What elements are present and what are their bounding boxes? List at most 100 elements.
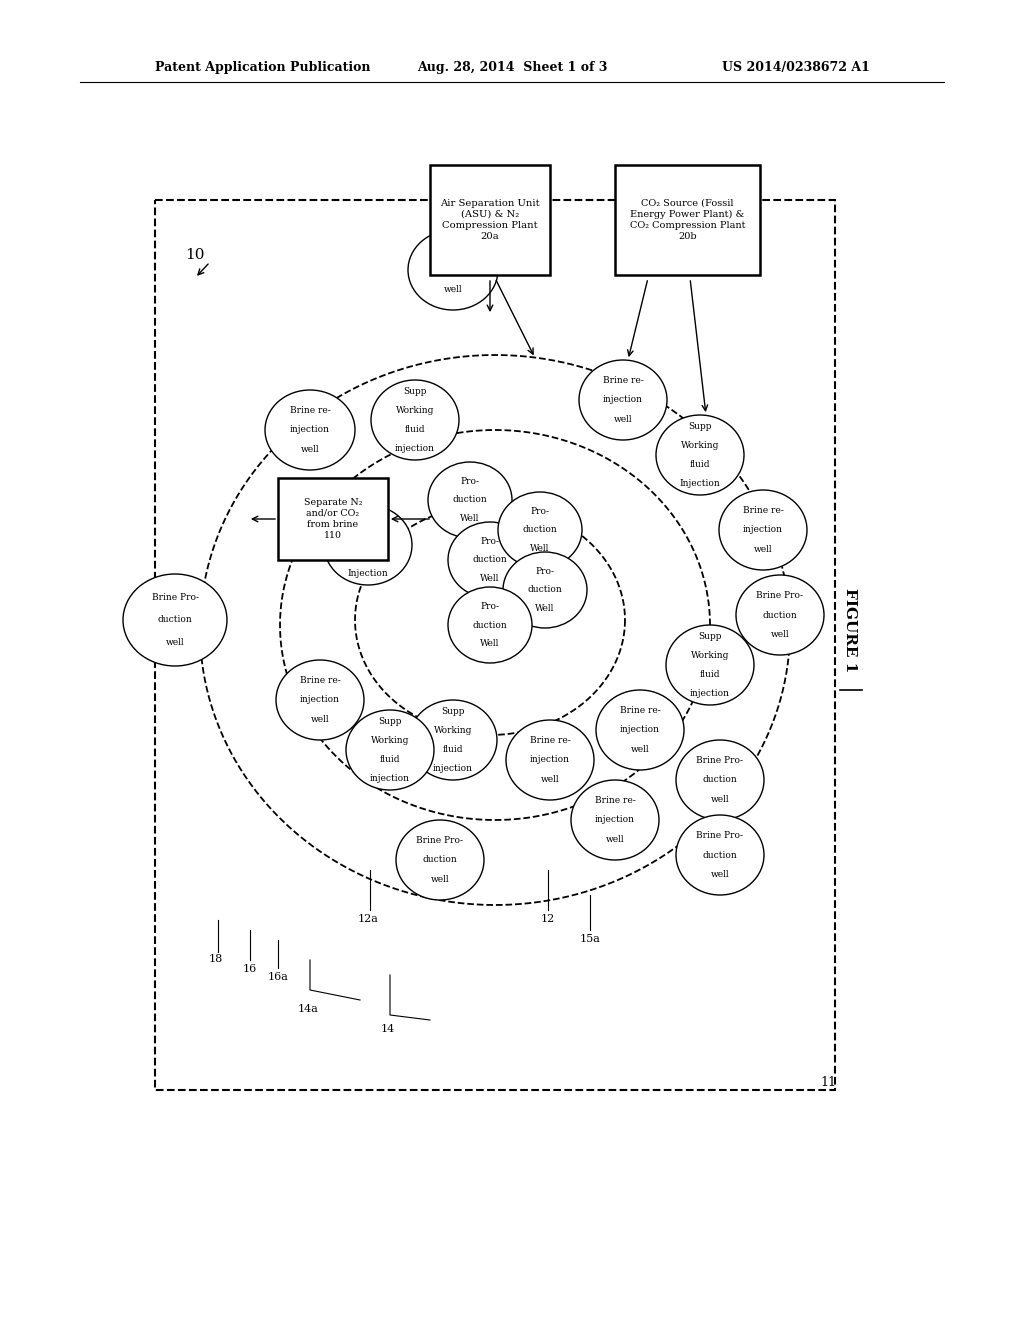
Text: Supp: Supp <box>378 717 401 726</box>
Text: Working: Working <box>691 651 729 660</box>
Text: well: well <box>711 795 729 804</box>
Ellipse shape <box>449 587 532 663</box>
Ellipse shape <box>666 624 754 705</box>
Text: Brine re-: Brine re- <box>290 407 331 416</box>
FancyBboxPatch shape <box>615 165 760 275</box>
Text: Brine re-: Brine re- <box>620 706 660 715</box>
Text: well: well <box>754 545 772 553</box>
Text: 14: 14 <box>381 1024 395 1034</box>
Ellipse shape <box>409 700 497 780</box>
Text: well: well <box>771 630 790 639</box>
Text: Well: Well <box>530 544 550 553</box>
Text: 15a: 15a <box>580 935 600 944</box>
Text: Brine Pro-: Brine Pro- <box>417 837 464 845</box>
Text: duction: duction <box>435 265 470 275</box>
Text: Pro-: Pro- <box>530 507 550 516</box>
FancyBboxPatch shape <box>430 165 550 275</box>
Ellipse shape <box>123 574 227 667</box>
Text: Injection: Injection <box>347 569 388 578</box>
Ellipse shape <box>428 462 512 539</box>
Text: Supp: Supp <box>688 421 712 430</box>
Text: duction: duction <box>453 495 487 504</box>
Text: Brine re-: Brine re- <box>300 676 340 685</box>
Text: injection: injection <box>690 689 730 698</box>
Text: Working: Working <box>371 737 410 744</box>
Text: fluid: fluid <box>442 744 463 754</box>
Text: fluid: fluid <box>699 671 720 678</box>
Text: well: well <box>166 638 184 647</box>
Text: 16a: 16a <box>267 972 289 982</box>
Text: duction: duction <box>702 850 737 859</box>
Text: 16: 16 <box>243 964 257 974</box>
Ellipse shape <box>324 506 412 585</box>
Text: fluid: fluid <box>690 461 711 469</box>
Ellipse shape <box>571 780 659 861</box>
Text: Working: Working <box>349 531 387 540</box>
Text: Well: Well <box>480 574 500 582</box>
Text: duction: duction <box>423 855 458 865</box>
Text: Air Separation Unit
(ASU) & N₂
Compression Plant
20a: Air Separation Unit (ASU) & N₂ Compressi… <box>440 199 540 242</box>
Ellipse shape <box>719 490 807 570</box>
Text: injection: injection <box>603 396 643 404</box>
FancyBboxPatch shape <box>278 478 388 560</box>
Text: Pro-: Pro- <box>536 568 555 577</box>
Text: injection: injection <box>300 696 340 705</box>
Text: Brine re-: Brine re- <box>603 376 643 385</box>
Text: well: well <box>431 875 450 883</box>
Ellipse shape <box>656 414 744 495</box>
Ellipse shape <box>506 719 594 800</box>
Text: Well: Well <box>480 639 500 648</box>
Ellipse shape <box>503 552 587 628</box>
Text: 18: 18 <box>209 954 223 964</box>
Text: Patent Application Publication: Patent Application Publication <box>155 62 371 74</box>
Text: well: well <box>605 834 625 843</box>
Text: injection: injection <box>395 445 435 453</box>
Text: Pro-: Pro- <box>480 602 500 611</box>
Text: duction: duction <box>158 615 193 624</box>
Text: Working: Working <box>434 726 472 735</box>
Text: injection: injection <box>620 726 660 734</box>
Text: Working: Working <box>681 441 719 450</box>
Text: injection: injection <box>290 425 330 434</box>
Ellipse shape <box>396 820 484 900</box>
Text: CO₂ Source (Fossil
Energy Power Plant) &
CO₂ Compression Plant
20b: CO₂ Source (Fossil Energy Power Plant) &… <box>630 199 745 242</box>
Text: 11: 11 <box>820 1076 836 1089</box>
Text: 14a: 14a <box>298 1005 318 1014</box>
Text: injection: injection <box>370 775 410 783</box>
Text: Brine Pro-: Brine Pro- <box>696 832 743 841</box>
Ellipse shape <box>408 230 498 310</box>
Text: fluid: fluid <box>357 550 378 560</box>
Text: Supp: Supp <box>698 632 722 640</box>
Ellipse shape <box>265 389 355 470</box>
Ellipse shape <box>596 690 684 770</box>
Text: US 2014/0238672 A1: US 2014/0238672 A1 <box>722 62 870 74</box>
Ellipse shape <box>579 360 667 440</box>
Text: fluid: fluid <box>404 425 425 434</box>
Text: Brine Pro-: Brine Pro- <box>757 591 804 601</box>
Ellipse shape <box>346 710 434 789</box>
Bar <box>155 201 835 1090</box>
Text: 12: 12 <box>541 913 555 924</box>
Text: injection: injection <box>595 816 635 825</box>
Text: fluid: fluid <box>380 755 400 764</box>
Text: Well: Well <box>536 603 555 612</box>
Ellipse shape <box>676 814 764 895</box>
Text: duction: duction <box>473 620 507 630</box>
Text: well: well <box>310 714 330 723</box>
Text: Aug. 28, 2014  Sheet 1 of 3: Aug. 28, 2014 Sheet 1 of 3 <box>417 62 607 74</box>
Text: FIGURE 1: FIGURE 1 <box>843 587 857 672</box>
Text: Well: Well <box>461 513 479 523</box>
Text: duction: duction <box>522 525 557 535</box>
Text: Brine re-: Brine re- <box>742 507 783 515</box>
Text: well: well <box>541 775 559 784</box>
Text: Brine re-: Brine re- <box>529 737 570 746</box>
Text: Brine Pro-: Brine Pro- <box>429 247 476 255</box>
Text: injection: injection <box>743 525 783 535</box>
Text: duction: duction <box>702 776 737 784</box>
Text: duction: duction <box>527 586 562 594</box>
Text: Supp: Supp <box>441 706 465 715</box>
Text: well: well <box>711 870 729 879</box>
Text: Supp: Supp <box>356 512 380 520</box>
Text: 10: 10 <box>185 248 205 261</box>
Text: duction: duction <box>763 610 798 619</box>
